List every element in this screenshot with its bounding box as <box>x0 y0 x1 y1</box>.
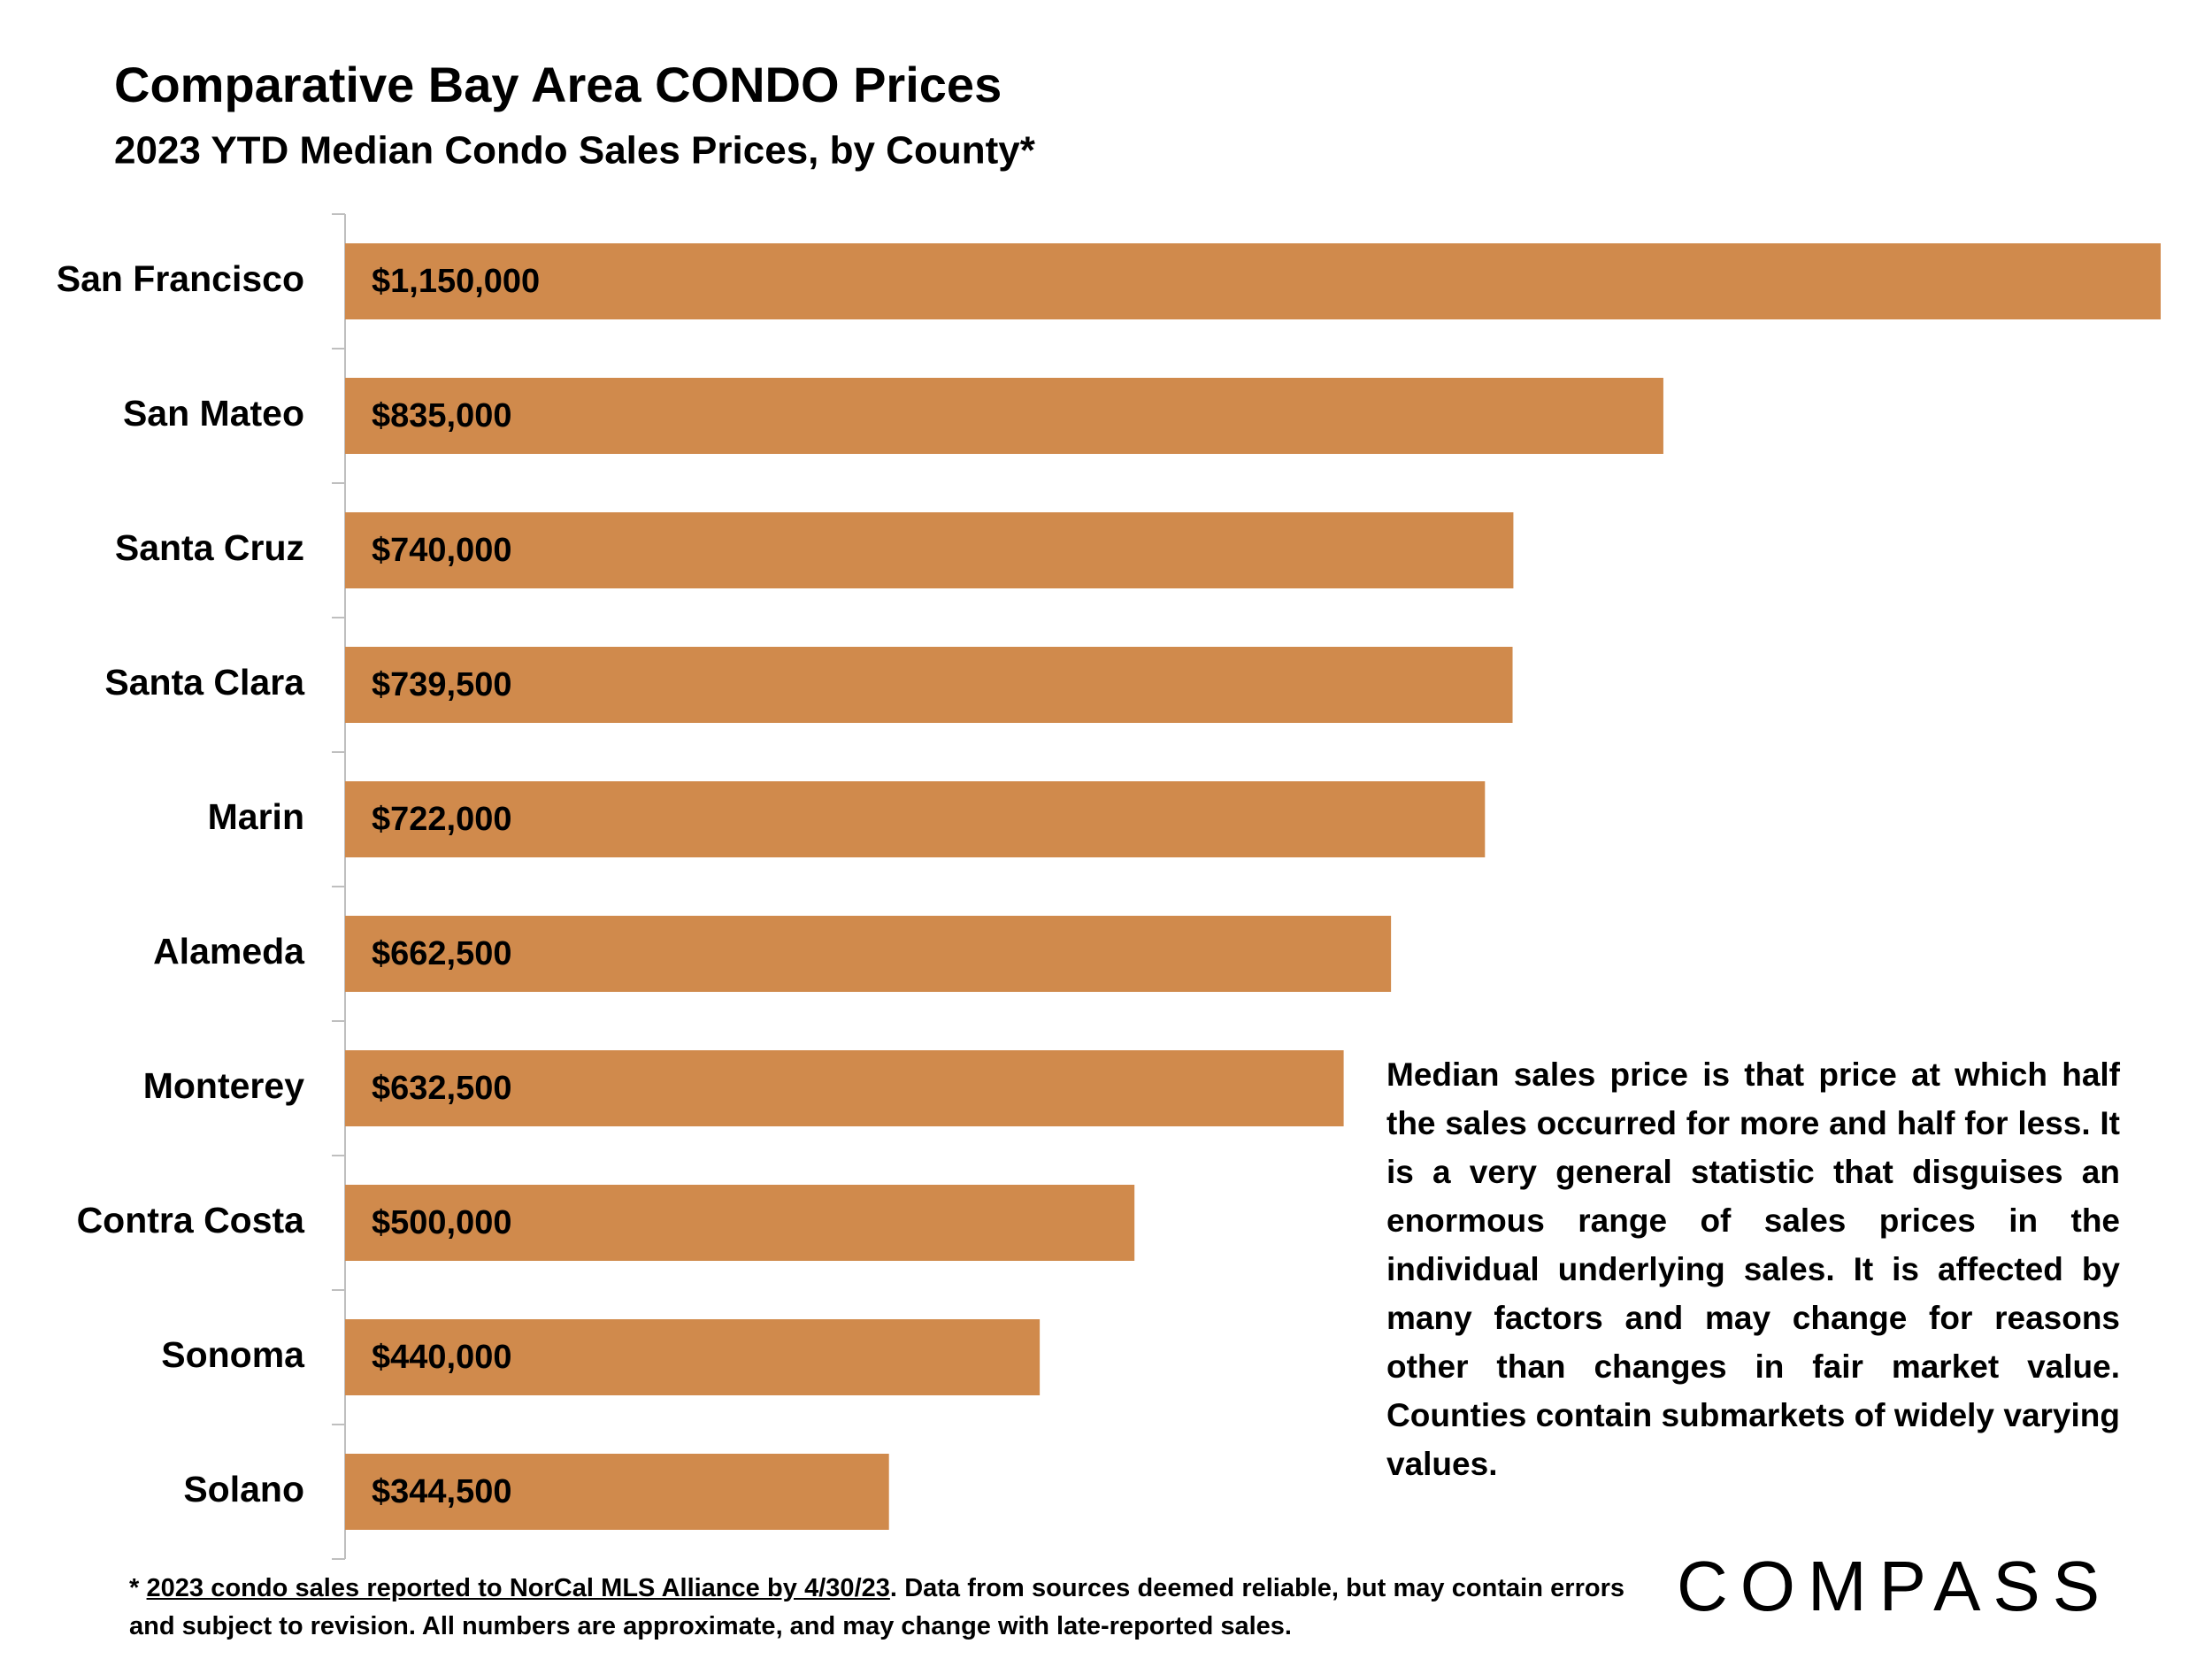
footnote-source: 2023 condo sales reported to NorCal MLS … <box>146 1574 890 1602</box>
y-tick-label: Santa Clara <box>104 662 305 703</box>
value-label: $662,500 <box>372 935 512 972</box>
y-tick-label: Alameda <box>153 931 305 972</box>
y-tick-label: Marin <box>208 796 304 837</box>
bar <box>345 781 1486 857</box>
value-label: $1,150,000 <box>372 263 540 300</box>
value-label: $722,000 <box>372 801 512 838</box>
value-label: $440,000 <box>372 1339 512 1376</box>
footnote-text: . Data from sources deemed reliable, but… <box>129 1574 1624 1640</box>
bar <box>345 1185 1135 1261</box>
value-label: $739,500 <box>372 666 512 703</box>
y-tick-label: Sonoma <box>161 1334 305 1375</box>
bar <box>345 1319 1041 1395</box>
value-label: $632,500 <box>372 1070 512 1107</box>
y-tick-label: Contra Costa <box>77 1200 306 1240</box>
y-tick-label: San Mateo <box>123 393 304 434</box>
annotation: Median sales price is that price at whic… <box>1386 1056 2120 1482</box>
y-tick-label: Santa Cruz <box>115 527 304 568</box>
chart-title: Comparative Bay Area CONDO Prices <box>114 57 1002 112</box>
bar <box>345 512 1514 588</box>
y-tick-label: San Francisco <box>57 258 304 299</box>
footnote: * 2023 condo sales reported to NorCal ML… <box>129 1570 1624 1646</box>
value-label: $835,000 <box>372 397 512 434</box>
value-label: $500,000 <box>372 1204 512 1241</box>
bar <box>345 647 1513 723</box>
bar <box>345 243 2161 319</box>
logo: COMPASS <box>1677 1547 2113 1625</box>
y-tick-label: Solano <box>183 1469 304 1509</box>
footnote-prefix: * <box>129 1574 140 1602</box>
value-label: $344,500 <box>372 1473 512 1510</box>
bar <box>345 1454 889 1530</box>
value-label: $740,000 <box>372 532 512 569</box>
y-tick-label: Monterey <box>143 1065 304 1106</box>
bar <box>345 1050 1344 1126</box>
bar <box>345 378 1663 454</box>
bar <box>345 916 1392 992</box>
chart-subtitle: 2023 YTD Median Condo Sales Prices, by C… <box>114 129 1036 173</box>
